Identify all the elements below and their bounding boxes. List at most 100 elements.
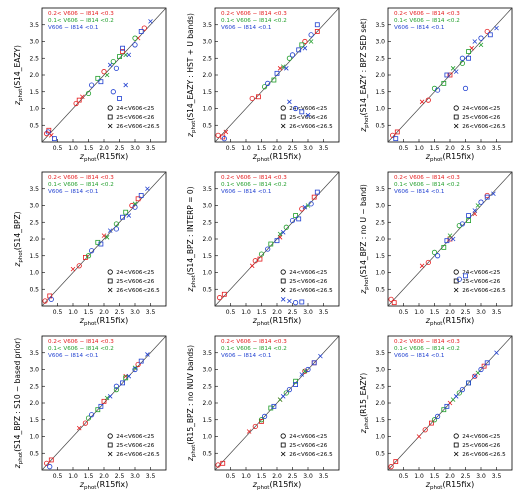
data-point <box>145 352 150 357</box>
y-tick-label: 1.5 <box>202 253 212 260</box>
one-to-one-line <box>387 171 513 307</box>
data-point <box>117 54 122 59</box>
data-point <box>138 358 144 364</box>
y-tick-label: 1.5 <box>29 417 39 424</box>
y-axis-label-main: z <box>359 428 368 434</box>
data-point <box>459 221 465 227</box>
data-point <box>98 403 104 409</box>
data-point <box>393 459 399 465</box>
data-point <box>252 258 258 264</box>
data-point <box>311 360 317 366</box>
y-axis-label-sub: phot <box>18 451 24 464</box>
data-point <box>280 230 286 235</box>
legend-marker <box>280 278 286 284</box>
y-axis-label: zphot(S14_EAZY : BPZ SED set) <box>359 18 370 133</box>
x-axis-label-rest: (R15fix) <box>96 152 128 161</box>
y-tick-label: 2.0 <box>375 400 385 407</box>
marker-legend-entry: 25<V606<26 <box>289 279 328 285</box>
data-point <box>425 97 431 103</box>
y-tick-label: 1.0 <box>29 434 39 441</box>
data-point <box>478 35 484 41</box>
data-point <box>459 386 465 393</box>
y-tick-label: 3.5 <box>375 350 385 357</box>
legend-marker <box>107 287 113 293</box>
data-point <box>284 66 289 71</box>
data-point <box>85 90 92 97</box>
data-point <box>422 427 428 433</box>
data-point <box>123 209 129 215</box>
data-point <box>299 109 305 115</box>
data-point <box>475 203 481 208</box>
x-axis-label-sub: phot <box>257 321 270 327</box>
data-point <box>132 366 138 373</box>
data-point <box>314 22 320 28</box>
x-tick-label: 3.5 <box>319 473 329 480</box>
data-point <box>48 296 54 302</box>
data-point <box>491 191 496 197</box>
data-point <box>44 460 50 466</box>
y-axis-label-rest: (S14_BPZ) <box>13 211 22 250</box>
x-axis-label: zphot(R15fix) <box>79 152 128 163</box>
data-point <box>42 298 48 304</box>
x-axis-label: zphot(R15fix) <box>425 152 474 163</box>
x-tick-label: 1.0 <box>68 473 78 480</box>
y-tick-label: 1.5 <box>202 89 212 96</box>
y-tick-label: 1.5 <box>375 89 385 96</box>
y-tick-label: 2.0 <box>29 72 39 79</box>
color-legend-entry: 0.1< V606 − I814 <0.2 <box>221 182 287 188</box>
data-point <box>472 373 478 379</box>
data-point <box>274 238 280 244</box>
legend-marker <box>107 433 113 439</box>
data-point <box>289 217 296 224</box>
x-axis-label: zphot(R15fix) <box>79 316 128 327</box>
x-axis-label-main: z <box>252 316 258 325</box>
one-to-one-line <box>387 7 513 143</box>
y-tick-label: 3.5 <box>202 350 212 357</box>
x-tick-label: 1.0 <box>68 145 78 152</box>
marker-legend-entry: 26<V606<26.5 <box>462 452 506 458</box>
data-point <box>441 407 447 413</box>
data-point <box>292 105 299 112</box>
data-point <box>459 55 465 61</box>
data-point <box>82 420 89 426</box>
x-tick-label: 2.0 <box>99 309 109 316</box>
x-axis-label-rest: (R15fix) <box>269 316 301 325</box>
data-point <box>249 95 255 102</box>
scatter-panel-5: 0.5 1.0 1.5 2.0 2.5 3.0 3.5 0.5 1.0 1.5 2.0 2.5 3.0 3… <box>186 171 340 327</box>
data-point <box>123 82 128 88</box>
data-point <box>148 19 153 24</box>
y-tick-label: 3.0 <box>29 367 39 374</box>
y-axis-label-sub: phot <box>191 444 197 457</box>
y-tick-label: 0.5 <box>375 122 385 129</box>
scatter-panel-3: 0.5 1.0 1.5 2.0 2.5 3.0 3.5 0.5 1.0 1.5 2.0 2.5 3.0 3… <box>359 7 513 163</box>
data-point <box>76 425 82 431</box>
x-tick-label: 0.5 <box>53 145 63 152</box>
y-tick-label: 2.5 <box>29 219 39 226</box>
x-axis-label-rest: (R15fix) <box>442 152 474 161</box>
y-tick-label: 0.5 <box>202 286 212 293</box>
y-axis-label-sub: phot <box>364 416 370 429</box>
data-point <box>466 213 472 218</box>
data-point <box>462 85 469 92</box>
data-point <box>393 136 399 142</box>
legend-marker <box>280 287 286 293</box>
data-point <box>277 66 283 71</box>
y-tick-label: 2.5 <box>375 55 385 62</box>
x-tick-label: 2.5 <box>461 309 471 316</box>
x-axis-label: zphot(R15fix) <box>425 480 474 491</box>
data-point <box>221 291 227 297</box>
y-tick-label: 2.0 <box>202 400 212 407</box>
marker-legend-entry: 24<V606<25 <box>289 270 328 276</box>
data-point <box>287 298 292 304</box>
data-point <box>98 79 104 85</box>
y-tick-label: 3.0 <box>29 39 39 46</box>
color-legend-entry: 0.1< V606 − I814 <0.2 <box>221 346 287 352</box>
data-point <box>132 204 138 210</box>
marker-legend-entry: 24<V606<25 <box>462 270 501 276</box>
data-point <box>110 89 116 95</box>
marker-legend-entry: 24<V606<25 <box>116 434 155 440</box>
x-axis-label: zphot(R15fix) <box>252 480 301 491</box>
data-point <box>223 129 229 135</box>
data-point <box>394 129 400 135</box>
x-tick-label: 0.5 <box>53 473 63 480</box>
